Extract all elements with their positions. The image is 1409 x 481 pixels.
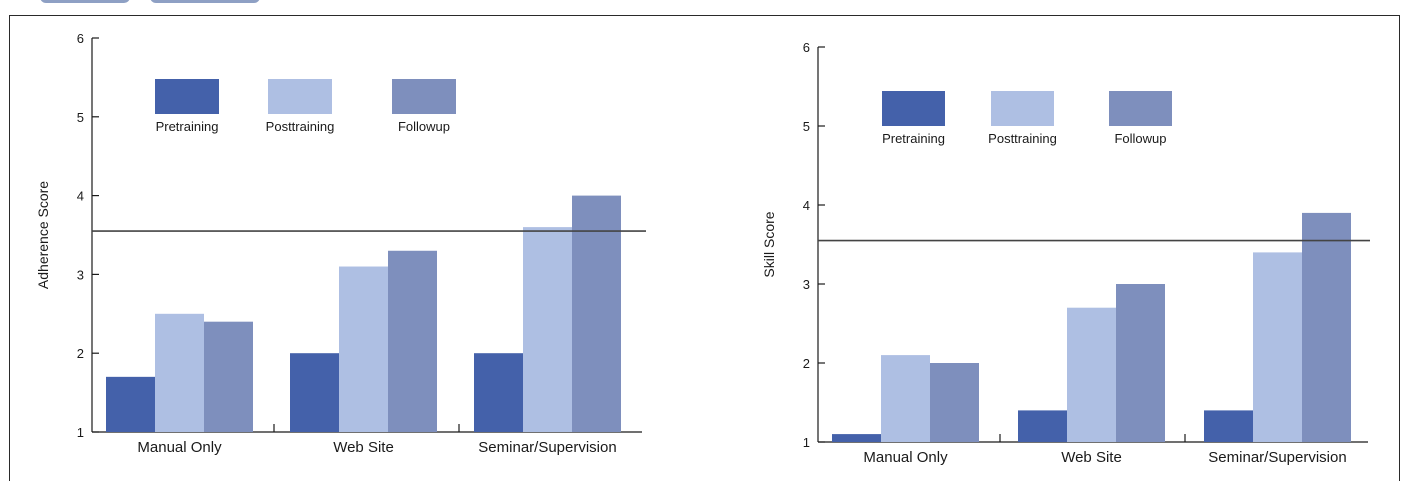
- y-tick-label: 4: [803, 198, 810, 213]
- y-tick-label: 5: [77, 110, 84, 125]
- legend-swatch-posttraining: [991, 91, 1054, 126]
- bar-posttraining-2: [523, 227, 572, 432]
- bar-pretraining-2: [1204, 410, 1253, 442]
- y-tick-label: 2: [77, 346, 84, 361]
- bar-pretraining-1: [290, 353, 339, 432]
- bar-followup-0: [930, 363, 979, 442]
- y-axis-label: Skill Score: [761, 211, 777, 277]
- bar-followup-0: [204, 321, 253, 432]
- bar-pretraining-0: [106, 376, 155, 432]
- y-tick-label: 1: [77, 425, 84, 440]
- bar-pretraining-1: [1018, 410, 1067, 442]
- figure-frame: [9, 15, 1400, 481]
- bar-followup-2: [1302, 212, 1351, 442]
- bar-posttraining-1: [1067, 307, 1116, 442]
- x-category-label: Manual Only: [863, 449, 948, 466]
- y-tick-label: 5: [803, 119, 810, 134]
- bar-posttraining-0: [881, 355, 930, 442]
- x-category-label: Web Site: [1061, 449, 1122, 466]
- y-tick-label: 1: [803, 435, 810, 450]
- bar-pretraining-0: [832, 434, 881, 442]
- legend-swatch-followup: [1109, 91, 1172, 126]
- adherence-score-chart: 1 2 3 4 5 6 Adherence Score Manual Only Web Site…: [35, 31, 646, 456]
- y-tick-label: 3: [77, 267, 84, 282]
- x-category-label: Web Site: [333, 439, 394, 456]
- bar-pretraining-2: [474, 353, 523, 432]
- legend-label-pretraining: Pretraining: [156, 119, 219, 134]
- skill-score-chart: 1 2 3 4 5 6 Skill Score Manual Only Web Site Semi…: [761, 40, 1370, 466]
- y-tick-label: 2: [803, 356, 810, 371]
- legend-label-pretraining: Pretraining: [882, 131, 945, 146]
- bar-posttraining-2: [1253, 252, 1302, 442]
- x-category-label: Seminar/Supervision: [1208, 449, 1346, 466]
- bar-posttraining-1: [339, 266, 388, 432]
- legend-label-followup: Followup: [1114, 131, 1166, 146]
- legend-swatch-pretraining: [155, 79, 219, 114]
- legend-swatch-pretraining: [882, 91, 945, 126]
- y-tick-label: 3: [803, 277, 810, 292]
- bar-followup-1: [388, 250, 437, 432]
- legend-label-followup: Followup: [398, 119, 450, 134]
- x-category-label: Manual Only: [137, 439, 222, 456]
- legend-swatch-posttraining: [268, 79, 332, 114]
- y-tick-label: 4: [77, 189, 84, 204]
- bar-followup-2: [572, 195, 621, 432]
- bar-posttraining-0: [155, 313, 204, 432]
- y-tick-label: 6: [803, 40, 810, 55]
- bar-followup-1: [1116, 284, 1165, 442]
- x-category-label: Seminar/Supervision: [478, 439, 616, 456]
- y-axis-label: Adherence Score: [35, 181, 51, 289]
- legend-swatch-followup: [392, 79, 456, 114]
- legend-label-posttraining: Posttraining: [988, 131, 1057, 146]
- top-decoration-strip: [0, 0, 1409, 6]
- legend-label-posttraining: Posttraining: [266, 119, 335, 134]
- y-tick-label: 6: [77, 31, 84, 46]
